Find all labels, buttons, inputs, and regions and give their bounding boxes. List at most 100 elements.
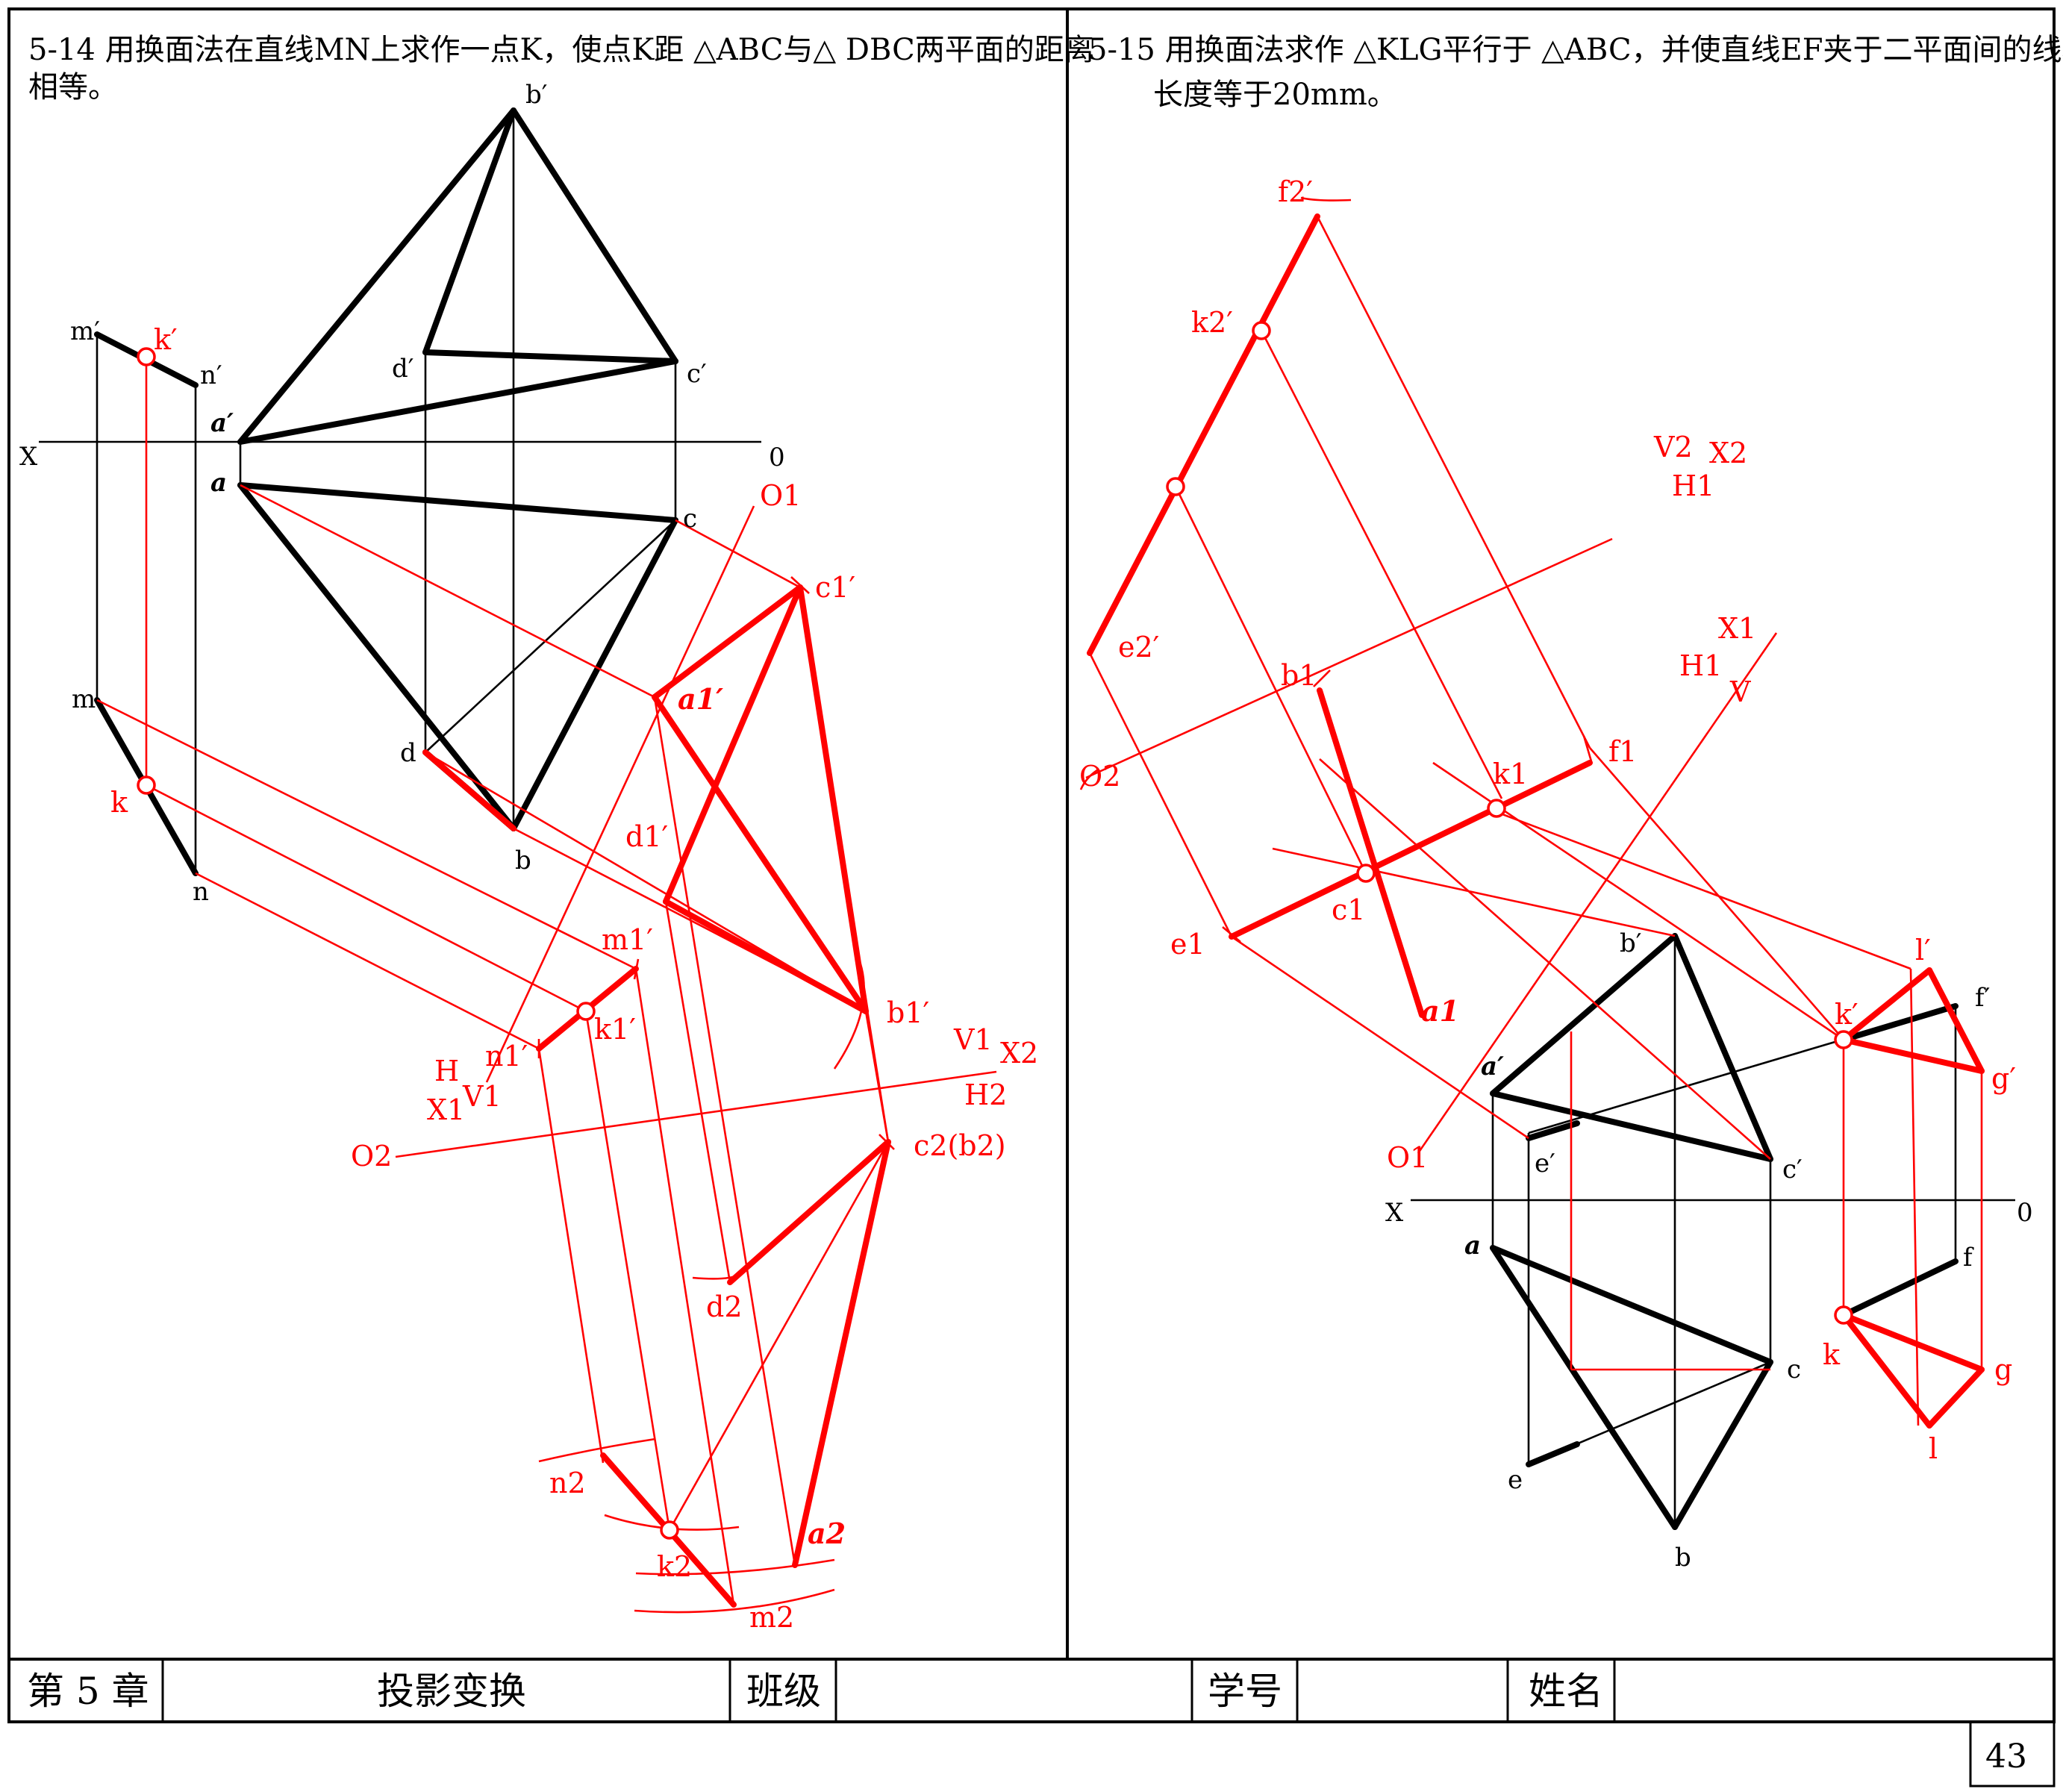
label-n2: n2	[549, 1467, 586, 1499]
label-k2-prime: k2′	[1191, 306, 1233, 339]
label-c-15: c	[1787, 1355, 1801, 1384]
label-e: e	[1508, 1465, 1523, 1495]
label-k1-prime: k1′	[594, 1013, 636, 1046]
label-k-prime: k′	[154, 323, 178, 356]
label-m2: m2	[749, 1601, 794, 1634]
label-l: l	[1929, 1432, 1938, 1465]
label-c2-b2: c2(b2)	[914, 1129, 1006, 1162]
label-X-axis: X	[19, 442, 38, 472]
label-b-prime: b′	[525, 80, 547, 110]
label-V1: V1	[462, 1080, 502, 1113]
label-d2: d2	[706, 1290, 743, 1323]
label-f: f	[1963, 1243, 1974, 1273]
p14-thin-black-lines	[39, 110, 761, 873]
label-O1-15: O1	[1387, 1141, 1428, 1174]
label-X1: X1	[427, 1093, 465, 1126]
label-c1: c1	[1332, 893, 1365, 926]
label-d1-prime: d1′	[625, 820, 668, 853]
label-V-15: V	[1729, 675, 1751, 708]
point-on-e2f2	[1166, 477, 1185, 496]
label-V1-second: V1	[953, 1023, 993, 1056]
label-f2-prime: f2′	[1278, 175, 1313, 208]
label-m1-prime: m1′	[602, 923, 653, 956]
p15-points	[1166, 321, 1853, 1325]
problem-14-title-line1: 5-14 用换面法在直线MN上求作一点K，使点K距 △ABC与△ DBC两平面的…	[28, 33, 1094, 67]
p15-thin-red-lines	[1079, 196, 1983, 1426]
point-k-prime	[137, 347, 156, 366]
p15-black-labels: b′ f′ a′ e′ c′ X 0 a f c e b	[1385, 928, 2033, 1573]
label-X2-15: X2	[1709, 437, 1747, 469]
label-d: d	[400, 738, 416, 768]
topic-label: 投影变换	[377, 1670, 526, 1713]
label-n: n	[193, 877, 209, 907]
point-k2	[660, 1520, 679, 1540]
p14-red-labels: k′ k O1 c1′ a1′ d1′ b1′ m1′ k1′ n1′ H V1…	[110, 323, 1038, 1634]
p14-black-labels: b′ d′ c′ a′ m′ n′ X 0 a c d b m n	[19, 80, 785, 907]
p14-thick-black-lines	[94, 107, 678, 876]
page-number: 43	[1985, 1738, 2027, 1776]
label-c1-prime: c1′	[815, 571, 855, 604]
label-a2: a2	[808, 1517, 846, 1550]
problem-15-title-line1: 5-15 用换面法求作 △KLG平行于 △ABC，并使直线EF夹于二平面间的线段	[1088, 33, 2063, 67]
label-a: a	[210, 468, 227, 498]
problem-14-title-line2: 相等。	[28, 70, 118, 104]
point-k1-prime	[576, 1002, 596, 1021]
label-O2-15: O2	[1079, 760, 1120, 793]
label-O-axis: 0	[769, 443, 785, 472]
label-g: g	[1994, 1353, 2012, 1386]
p15-thick-red-lines	[1087, 213, 1985, 1429]
label-f-prime: f′	[1975, 983, 1990, 1013]
label-f1: f1	[1608, 735, 1637, 768]
label-X1-15: X1	[1718, 612, 1756, 645]
point-c1-intersection	[1356, 864, 1376, 883]
label-a1: a1	[1421, 994, 1459, 1028]
point-k-prime-15	[1834, 1030, 1853, 1049]
problem-5-14: 5-14 用换面法在直线MN上求作一点K，使点K距 △ABC与△ DBC两平面的…	[19, 33, 1094, 1634]
label-a-prime-15: a′	[1481, 1052, 1504, 1081]
problem-15-title-line2: 长度等于20mm。	[1153, 78, 1397, 112]
student-no-label: 学号	[1208, 1670, 1282, 1713]
label-e-prime: e′	[1535, 1149, 1555, 1178]
label-m: m	[72, 684, 96, 714]
point-k	[137, 775, 156, 795]
label-b1: b1	[1281, 659, 1317, 692]
chapter-label: 第 5 章	[27, 1670, 149, 1713]
label-b: b	[515, 846, 531, 875]
label-n-prime: n′	[200, 360, 222, 390]
p15-thick-black-lines	[1490, 933, 1959, 1530]
p14-points	[137, 347, 679, 1540]
label-X2: X2	[1000, 1037, 1038, 1070]
label-e1: e1	[1170, 928, 1205, 961]
name-label: 姓名	[1529, 1670, 1603, 1713]
point-k-15	[1834, 1305, 1853, 1325]
problem-5-15: 5-15 用换面法求作 △KLG平行于 △ABC，并使直线EF夹于二平面间的线段…	[1079, 33, 2063, 1573]
label-X-axis-15: X	[1385, 1198, 1404, 1228]
class-label: 班级	[746, 1670, 821, 1713]
p15-red-labels: f2′ k2′ e2′ V2 X2 H1 O2 X1 H1 V b1 k1 f1…	[1079, 175, 2016, 1465]
label-e2-prime: e2′	[1118, 631, 1159, 664]
label-k-prime-15: k′	[1835, 998, 1858, 1031]
label-g-prime: g′	[1991, 1062, 2016, 1095]
label-d-prime: d′	[392, 354, 413, 384]
label-l-prime: l′	[1915, 934, 1931, 967]
sheet-frame	[7, 7, 2056, 1788]
label-H1-top: H1	[1672, 469, 1714, 502]
label-H1-bottom: H1	[1679, 649, 1722, 682]
label-k1: k1	[1493, 758, 1528, 790]
label-b1-prime: b1′	[887, 996, 929, 1029]
label-m-prime: m′	[70, 316, 100, 346]
label-b-prime-15: b′	[1620, 928, 1641, 958]
p14-thin-red-lines	[96, 357, 997, 1614]
label-H: H	[434, 1055, 459, 1087]
label-V2: V2	[1653, 431, 1693, 463]
point-k2-prime	[1252, 321, 1271, 340]
label-k-15: k	[1823, 1338, 1841, 1371]
label-c: c	[683, 504, 697, 534]
label-b-15: b	[1675, 1543, 1691, 1573]
label-k: k	[110, 786, 128, 819]
label-a1-prime: a1′	[678, 682, 723, 716]
label-n1-prime: n1′	[485, 1040, 528, 1073]
label-H2: H2	[964, 1078, 1007, 1111]
